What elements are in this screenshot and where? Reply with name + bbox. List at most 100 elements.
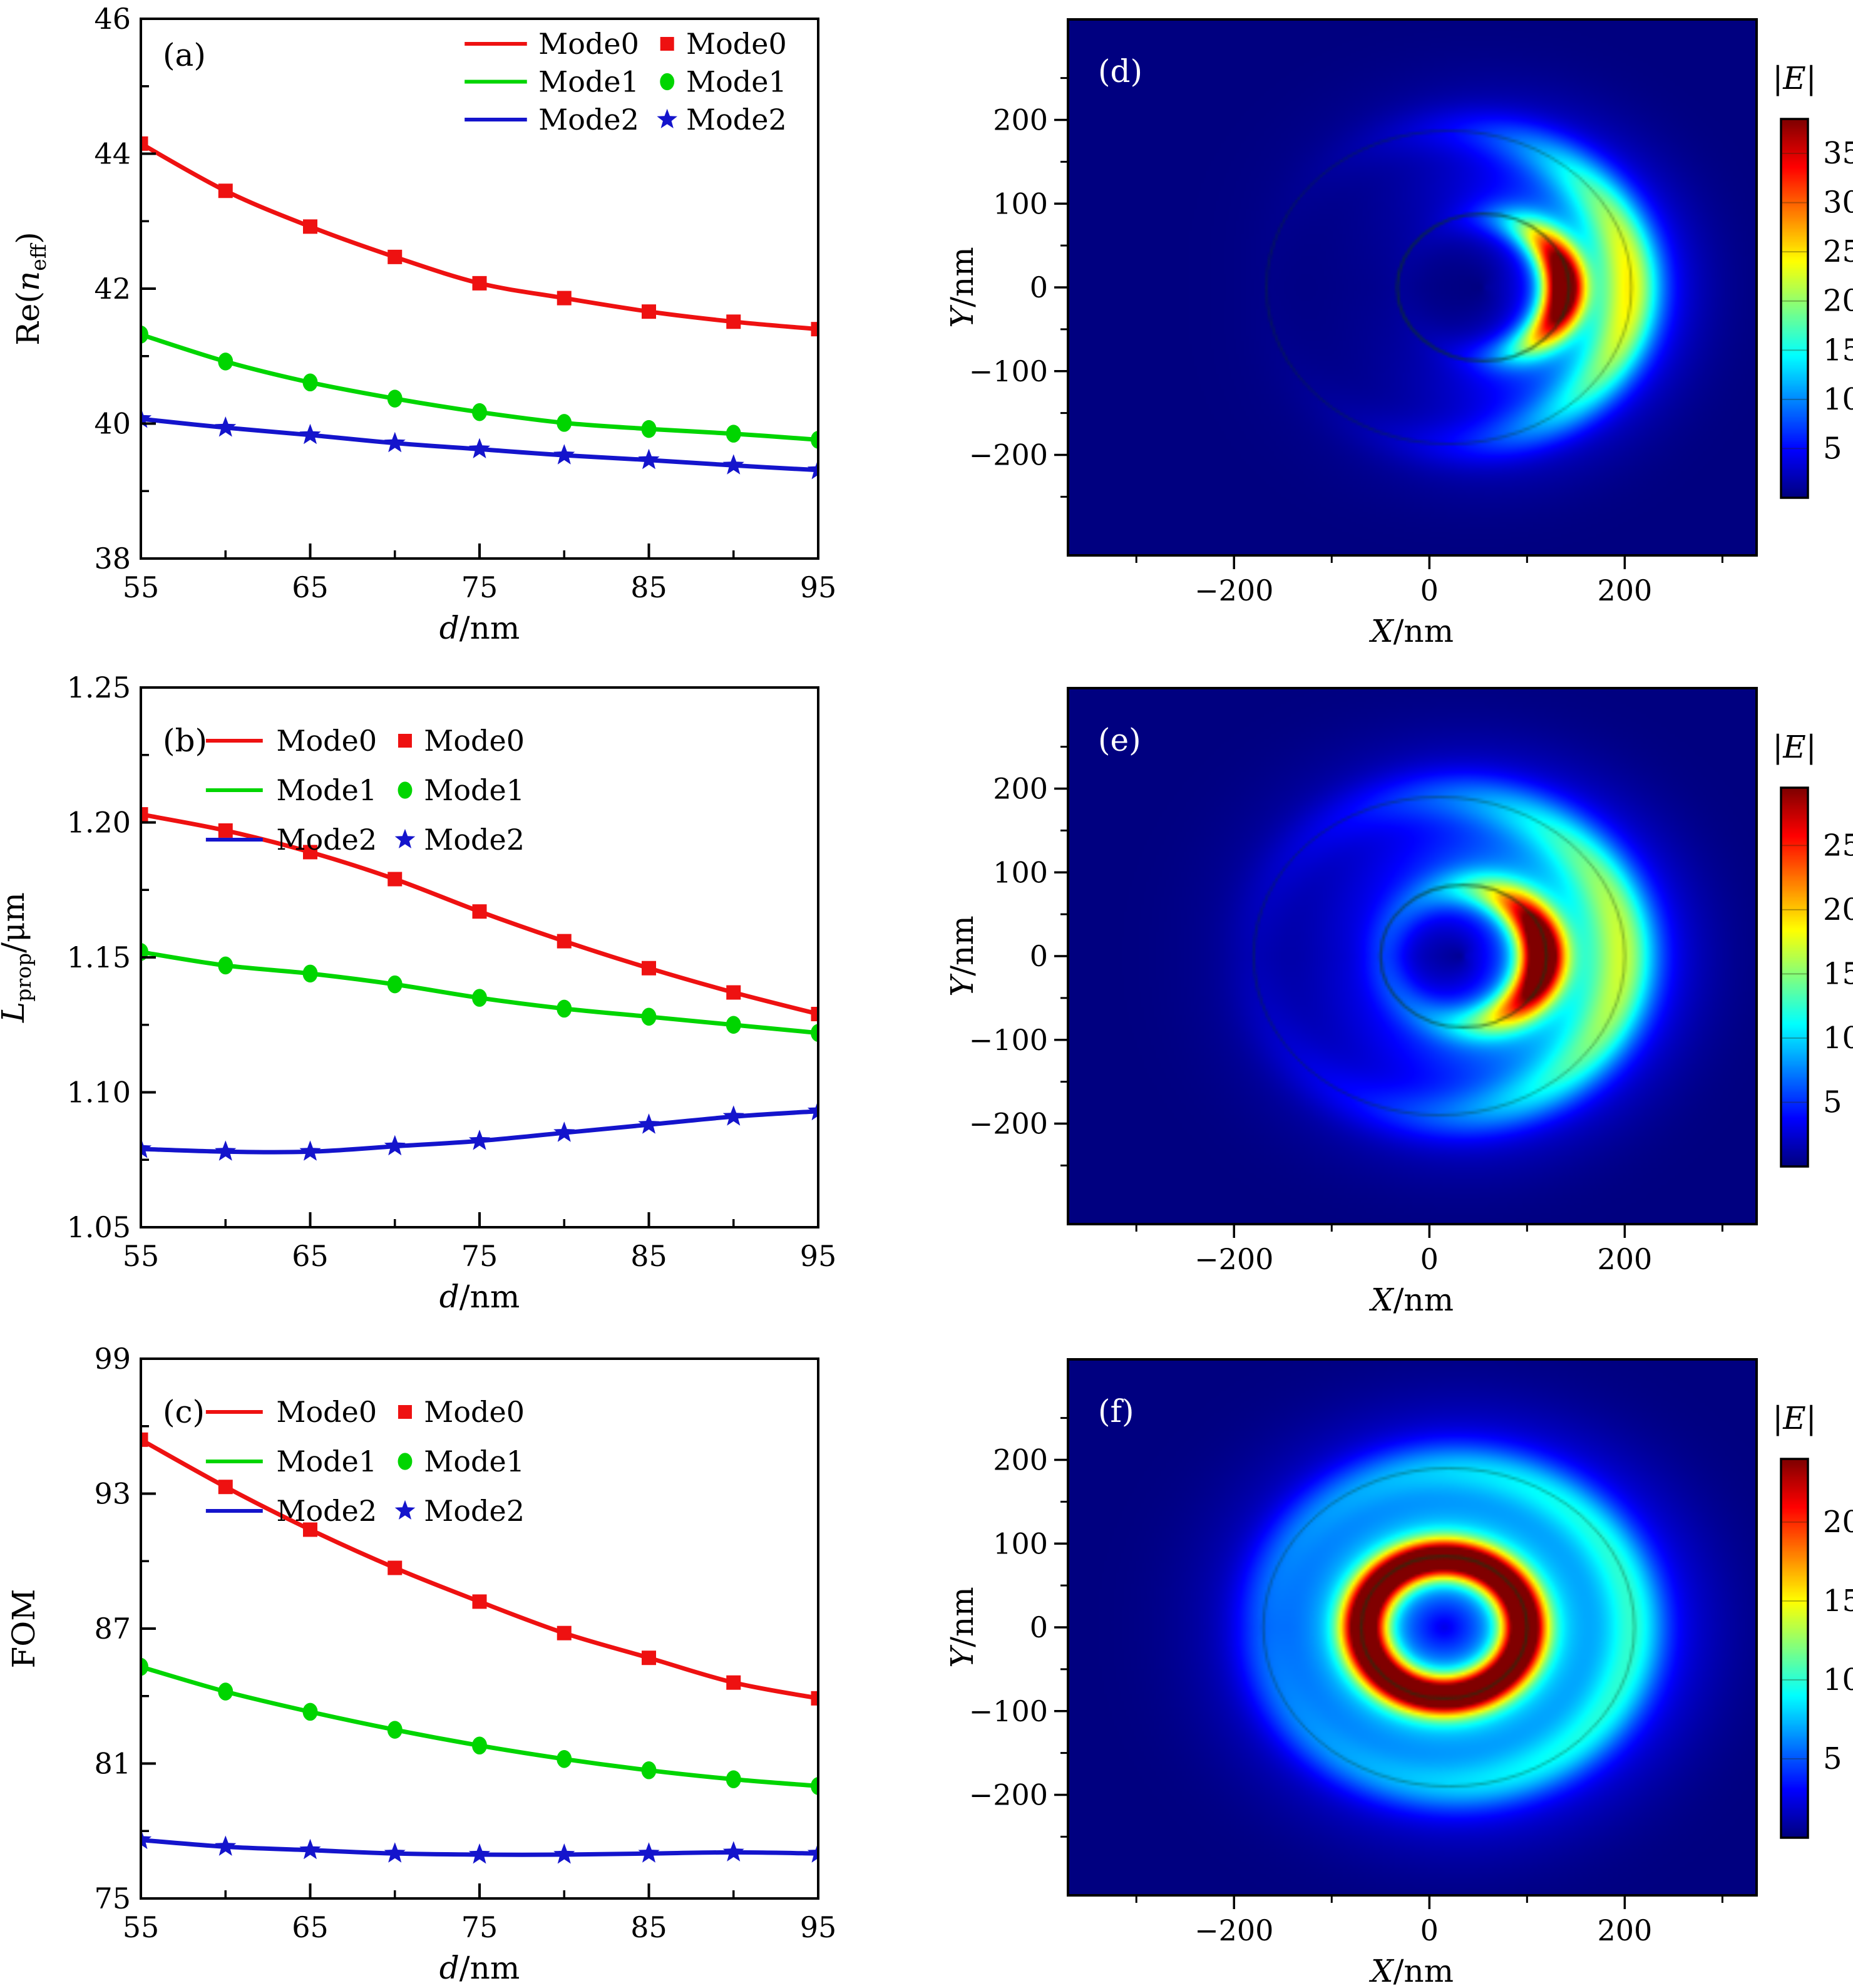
y-tick-label: 75 xyxy=(94,1882,131,1915)
series-marker-Mode0 xyxy=(140,807,148,822)
series-marker-Mode1 xyxy=(557,1750,572,1768)
x-tick-label: 85 xyxy=(630,1239,667,1273)
y-tick-label: 0 xyxy=(1030,939,1048,973)
colorbar-title: |E| xyxy=(1772,60,1816,96)
series-marker-Mode2 xyxy=(299,1140,321,1161)
panel-letter: (d) xyxy=(1098,53,1142,90)
series-marker-Mode2 xyxy=(722,1841,744,1862)
series-marker-Mode1 xyxy=(811,431,819,449)
series-marker-Mode2 xyxy=(807,1100,819,1121)
series-marker-Mode0 xyxy=(811,1007,819,1022)
legend-label: Mode1 xyxy=(276,1445,377,1478)
colorbar-tick-label: 35 xyxy=(1823,136,1853,171)
y-tick-label: 1.25 xyxy=(67,671,131,704)
x-axis-label: d/nm xyxy=(439,1279,520,1315)
colorbar-tick-label: 10 xyxy=(1823,382,1853,417)
y-axis-label: Y/nm xyxy=(944,915,980,996)
panel-letter: (f) xyxy=(1098,1393,1134,1429)
y-axis-label: FOM xyxy=(6,1589,42,1669)
x-tick-label: 75 xyxy=(461,570,498,604)
x-tick-label: 95 xyxy=(800,1910,837,1944)
y-tick-label: 200 xyxy=(993,1443,1048,1477)
series-marker-Mode2 xyxy=(299,423,321,445)
series-marker-Mode2 xyxy=(807,1842,819,1863)
colorbar-tick-label: 30 xyxy=(1823,185,1853,220)
y-axis-label: Y/nm xyxy=(944,247,980,327)
x-tick-label: 95 xyxy=(800,570,837,604)
series-marker-Mode2 xyxy=(553,1843,575,1864)
legend-label: Mode1 xyxy=(424,1445,525,1478)
series-marker-Mode2 xyxy=(215,1140,237,1161)
series-marker-Mode1 xyxy=(302,1702,318,1721)
x-tick-label: −200 xyxy=(1194,1242,1273,1276)
field-map-d-canvas xyxy=(1068,19,1757,555)
series-marker-Mode0 xyxy=(218,823,233,838)
y-axis-label: Re(neff) xyxy=(10,232,51,345)
series-marker-Mode0 xyxy=(303,1522,317,1537)
series-marker-Mode0 xyxy=(472,1594,487,1609)
series-marker-Mode0 xyxy=(218,183,233,198)
colorbar-tick-label: 15 xyxy=(1823,956,1853,991)
legend-marker-square xyxy=(398,734,412,748)
series-marker-Mode2 xyxy=(468,438,491,458)
series-curve-Mode1 xyxy=(140,332,819,442)
y-tick-label: 1.20 xyxy=(67,806,131,840)
series-marker-Mode2 xyxy=(638,1113,660,1134)
series-marker-Mode1 xyxy=(140,326,148,344)
series-marker-Mode0 xyxy=(388,1560,403,1575)
series-marker-Mode2 xyxy=(722,1105,744,1126)
panel-letter: (a) xyxy=(163,37,206,73)
colorbar-d-canvas xyxy=(1781,119,1808,498)
x-tick-label: 75 xyxy=(461,1910,498,1944)
series-curve-Mode0 xyxy=(140,141,819,332)
colorbar-tick-label: 10 xyxy=(1823,1021,1853,1056)
y-tick-label: −100 xyxy=(969,1023,1048,1057)
colorbar-tick-label: 5 xyxy=(1823,1084,1842,1120)
series-marker-Mode0 xyxy=(472,904,487,919)
series-marker-Mode2 xyxy=(638,1842,660,1863)
series-marker-Mode2 xyxy=(384,1842,406,1863)
x-tick-label: −200 xyxy=(1194,574,1273,607)
x-tick-label: 200 xyxy=(1597,574,1652,607)
x-tick-label: 65 xyxy=(292,1239,329,1273)
series-marker-Mode2 xyxy=(468,1843,491,1864)
series-marker-Mode1 xyxy=(811,1024,819,1042)
series-marker-Mode1 xyxy=(472,1736,487,1755)
series-curve-Mode1 xyxy=(140,1664,819,1788)
colorbar-title: |E| xyxy=(1772,1400,1816,1436)
y-tick-label: 44 xyxy=(94,137,131,171)
series-marker-Mode0 xyxy=(388,249,403,264)
y-tick-label: 93 xyxy=(94,1477,131,1511)
plot-box xyxy=(1067,1358,1758,1897)
series-marker-Mode1 xyxy=(140,1657,148,1676)
y-tick-label: 42 xyxy=(94,272,131,306)
panel-a: 55 65 75 85 95 38 40 42 44 46 d/nm Re(neff) (a) Mode0… xyxy=(10,2,836,646)
series-marker-Mode1 xyxy=(641,1007,657,1026)
series-marker-Mode2 xyxy=(140,1138,152,1158)
legend-label: Mode2 xyxy=(538,103,639,136)
series-marker-Mode0 xyxy=(557,1625,572,1640)
series-marker-Mode2 xyxy=(807,458,819,480)
y-tick-label: 40 xyxy=(94,407,131,441)
plot-box xyxy=(140,1357,819,1900)
x-tick-label: 75 xyxy=(461,1239,498,1273)
x-axis-label: d/nm xyxy=(439,610,520,646)
y-tick-label: −200 xyxy=(969,438,1048,472)
colorbar-tick-label: 15 xyxy=(1823,332,1853,368)
y-tick-label: 1.10 xyxy=(67,1076,131,1110)
legend-label: Mode0 xyxy=(276,724,377,758)
x-axis-label: X/nm xyxy=(1368,1953,1454,1988)
y-tick-label: 100 xyxy=(993,1527,1048,1560)
legend-label: Mode1 xyxy=(538,65,639,99)
x-tick-label: 95 xyxy=(800,1239,837,1273)
x-tick-label: 55 xyxy=(123,570,160,604)
panel-letter: (e) xyxy=(1098,722,1141,758)
y-tick-label: 99 xyxy=(94,1342,131,1376)
series-marker-Mode0 xyxy=(218,1480,233,1495)
panel-d: −200 0 200 −200 −100 0 100 200 X/nm Y/nm (d) |E| 5 10… xyxy=(944,18,1853,649)
colorbar-tick-label: 20 xyxy=(1823,1505,1853,1540)
series-marker-Mode2 xyxy=(215,1835,237,1856)
series-marker-Mode1 xyxy=(557,414,572,432)
